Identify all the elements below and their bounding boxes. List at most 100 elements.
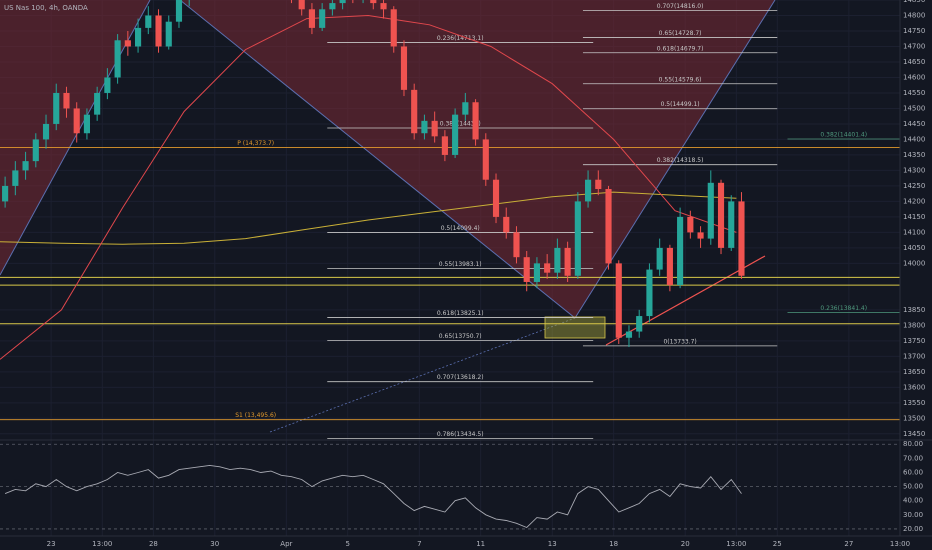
rsi-tick-label: 30.00	[903, 511, 923, 519]
x-tick-label: 13:00	[92, 540, 112, 548]
candle-body	[155, 15, 162, 47]
candle-body	[595, 179, 602, 190]
candle-body	[145, 15, 152, 28]
y-tick-label: 14150	[903, 213, 925, 221]
candle-body	[431, 120, 438, 137]
level-label: 0.5(14099.4)	[441, 225, 480, 232]
candle-body	[666, 247, 673, 286]
candle-body	[564, 247, 571, 276]
level-label: S1 (13,495.6)	[235, 412, 276, 419]
candle-body	[441, 136, 448, 155]
level-label: 0.382(14437)	[440, 120, 481, 127]
candle-body	[339, 0, 346, 4]
candle-body	[462, 102, 469, 115]
x-tick-label: 11	[476, 540, 485, 548]
y-tick-label: 13800	[903, 321, 925, 329]
candle-body	[707, 182, 714, 239]
y-tick-label: 14650	[903, 58, 925, 66]
chart-title: US Nas 100, 4h, OANDA	[4, 4, 88, 12]
rsi-line	[4, 464, 742, 529]
x-tick-label: 27	[844, 540, 853, 548]
candle-body	[114, 40, 121, 78]
y-tick-label: 13650	[903, 368, 925, 376]
x-tick-label: 18	[609, 540, 618, 548]
x-tick-label: 13:00	[890, 540, 910, 548]
y-tick-label: 14100	[903, 228, 925, 236]
x-tick-label: 25	[773, 540, 782, 548]
candle-body	[32, 139, 39, 162]
y-tick-label: 14850	[903, 0, 925, 4]
candle-body	[421, 120, 428, 134]
candle-body	[636, 316, 643, 332]
y-tick-label: 14350	[903, 151, 925, 159]
candle-body	[298, 0, 305, 10]
channel-shade	[180, 0, 775, 318]
candle-body	[380, 3, 387, 10]
candle-body	[728, 201, 735, 248]
moving-average	[0, 191, 737, 245]
level-label: 0.382(14318.5)	[657, 157, 704, 164]
level-label: 0.5(14499.1)	[661, 101, 700, 108]
candle-body	[513, 232, 520, 258]
candle-body	[63, 92, 70, 109]
x-tick-label: 13:00	[726, 540, 746, 548]
rsi-tick-label: 50.00	[903, 483, 923, 491]
candle-body	[452, 114, 459, 155]
moving-average	[0, 14, 737, 360]
level-label: 0.707(14816.0)	[657, 3, 704, 10]
candle-body	[124, 40, 131, 47]
level-label: 0.618(13825.1)	[437, 310, 484, 317]
level-label: 0.55(13983.1)	[439, 261, 482, 268]
y-tick-label: 14300	[903, 166, 925, 174]
candle-body	[53, 92, 60, 124]
x-tick-label: 13	[548, 540, 557, 548]
rsi-tick-label: 40.00	[903, 497, 923, 505]
x-tick-label: 20	[681, 540, 690, 548]
y-tick-label: 14050	[903, 244, 925, 252]
y-tick-label: 13750	[903, 337, 925, 345]
level-label: 0.65(14728.7)	[659, 30, 702, 37]
level-label: 0(13733.7)	[663, 338, 696, 345]
channel-line	[179, 0, 576, 319]
candle-body	[492, 179, 500, 217]
candle-body	[329, 3, 336, 10]
y-tick-label: 14500	[903, 104, 925, 112]
candle-body	[544, 263, 551, 273]
level-label: 0.236(13841.4)	[820, 305, 867, 312]
candle-body	[717, 182, 725, 248]
y-tick-label: 14400	[903, 135, 925, 143]
y-tick-label: 14600	[903, 73, 925, 81]
y-tick-label: 14000	[903, 259, 925, 267]
level-label: 0.707(13618.2)	[437, 374, 484, 381]
level-label: 0.65(13750.7)	[439, 333, 482, 340]
candle-body	[574, 201, 581, 276]
candle-body	[554, 247, 561, 273]
rsi-pane	[0, 443, 900, 530]
candle-body	[308, 9, 315, 28]
candle-body	[605, 189, 612, 264]
level-label: P (14,373.7)	[237, 140, 274, 147]
x-tick-label: 30	[210, 540, 219, 548]
candle-body	[411, 89, 418, 134]
x-tick-label: 7	[417, 540, 421, 548]
candle-body	[646, 269, 653, 317]
drawings	[0, 0, 776, 433]
candle-body	[482, 139, 489, 180]
candle-body	[472, 102, 479, 140]
y-tick-label: 13600	[903, 383, 925, 391]
candle-body	[677, 216, 684, 286]
level-label: 0.236(14713.1)	[437, 35, 484, 42]
y-tick-label: 14550	[903, 89, 925, 97]
candle-body	[22, 161, 29, 171]
y-tick-label: 14450	[903, 120, 925, 128]
y-tick-label: 14700	[903, 42, 925, 50]
y-tick-label: 14250	[903, 182, 925, 190]
candle-body	[42, 123, 50, 140]
candle-body	[165, 21, 172, 47]
candle-body	[2, 185, 9, 202]
y-tick-label: 13500	[903, 414, 925, 422]
rsi-tick-label: 20.00	[903, 525, 923, 533]
candle-body	[104, 77, 111, 93]
candle-body	[135, 27, 142, 47]
